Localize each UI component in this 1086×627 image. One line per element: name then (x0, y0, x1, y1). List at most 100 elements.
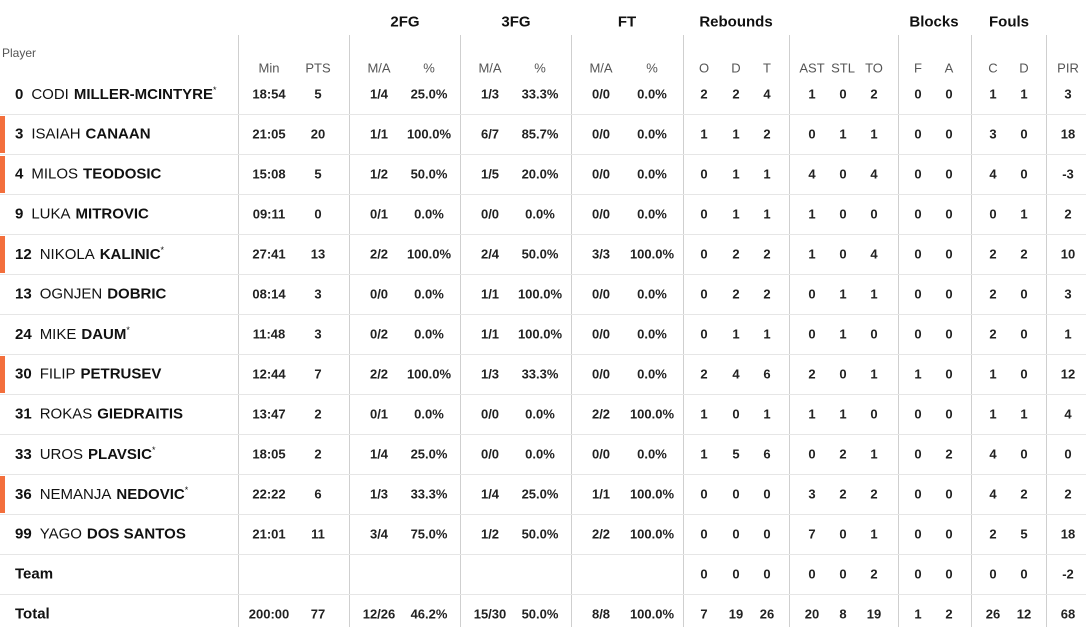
stat-cell: 6 (763, 446, 771, 462)
stat-cell: 1 (732, 166, 740, 182)
stat-cell: 8 (839, 606, 847, 622)
stat-cell: 5 (314, 166, 322, 182)
stat-cell: 1 (839, 406, 847, 422)
stat-cell: 0.0% (637, 166, 667, 182)
stat-cell: 2 (1064, 486, 1072, 502)
column-divider (571, 35, 572, 627)
stat-cell: 100.0% (406, 126, 452, 142)
group-header: FT (617, 13, 637, 31)
first-name: YAGO (39, 525, 82, 543)
stat-cell: 3 (1064, 86, 1072, 102)
stat-cell: 0 (700, 326, 708, 342)
stat-cell: 0.0% (637, 206, 667, 222)
stat-cell: 3 (808, 486, 816, 502)
column-header: O (698, 60, 710, 76)
stat-cell: 75.0% (410, 526, 448, 542)
player-name: 31 ROKAS GIEDRAITIS (15, 406, 183, 423)
row-highlight (0, 116, 5, 153)
stat-cell: 2 (839, 486, 847, 502)
stat-cell: 0 (914, 526, 922, 542)
stat-cell: 0.0% (637, 326, 667, 342)
stat-cell: 1 (989, 86, 997, 102)
stat-cell: 0 (763, 566, 771, 582)
column-header: TO (865, 60, 883, 76)
total-label: Total (15, 605, 50, 623)
stat-cell: 0 (700, 526, 708, 542)
stat-cell: 12:44 (252, 366, 286, 382)
stat-cell: 85.7% (521, 126, 559, 142)
stat-cell: 0 (870, 406, 878, 422)
stat-cell: 0.0% (525, 406, 555, 422)
stat-cell: 0.0% (414, 286, 444, 302)
stat-cell: 1 (732, 126, 740, 142)
stat-cell: 0 (839, 526, 847, 542)
column-divider (683, 35, 684, 627)
stat-cell: 0/0 (480, 406, 500, 422)
stat-cell: 1 (808, 246, 816, 262)
stat-cell: 0 (314, 206, 322, 222)
stat-cell: 0 (945, 566, 953, 582)
stat-cell: 0/1 (369, 206, 389, 222)
stat-cell: 0.0% (414, 406, 444, 422)
stat-cell: 2/2 (369, 366, 389, 382)
stat-cell: 2 (763, 286, 771, 302)
stat-cell: 50.0% (521, 606, 559, 622)
row-divider (0, 154, 1086, 155)
last-name: DOS SANTOS (86, 525, 186, 543)
stat-cell: 0 (989, 566, 997, 582)
stat-cell: 4 (1064, 406, 1072, 422)
stat-cell: 0 (732, 486, 740, 502)
stat-cell: 1 (839, 126, 847, 142)
stat-cell: 08:14 (252, 286, 286, 302)
stat-cell: 19 (866, 606, 882, 622)
stat-cell: 0.0% (637, 86, 667, 102)
stat-cell: 1 (732, 326, 740, 342)
last-name: DAUM (81, 326, 127, 343)
stat-cell: 2 (870, 486, 878, 502)
row-highlight (0, 156, 5, 193)
first-name: MILOS (31, 165, 79, 183)
column-header: % (423, 60, 435, 76)
column-divider (349, 35, 350, 627)
stat-cell: 1 (700, 126, 708, 142)
stat-cell: 0 (945, 166, 953, 182)
stat-cell: 0 (763, 526, 771, 542)
stat-cell: 1 (808, 86, 816, 102)
stat-cell: 100.0% (629, 246, 675, 262)
stat-cell: 1/2 (369, 166, 389, 182)
stat-cell: 1 (1064, 326, 1072, 342)
player-number: 0 (15, 86, 24, 103)
stat-cell: 0 (763, 486, 771, 502)
stat-cell: 2 (989, 246, 997, 262)
player-name: 30 FILIP PETRUSEV (15, 366, 161, 383)
stat-cell: 1/3 (480, 86, 500, 102)
stat-cell: 2 (763, 246, 771, 262)
stat-cell: 0 (1020, 286, 1028, 302)
stat-cell: 1 (839, 286, 847, 302)
player-name: 99 YAGO DOS SANTOS (15, 526, 186, 543)
stat-cell: 0/1 (369, 406, 389, 422)
stat-cell: 3 (314, 326, 322, 342)
column-divider (789, 35, 790, 627)
stat-cell: 0 (700, 166, 708, 182)
stat-cell: 7 (314, 366, 322, 382)
stat-cell: 0 (700, 286, 708, 302)
stat-cell: 4 (989, 166, 997, 182)
player-number: 13 (15, 285, 32, 303)
stat-cell: 1 (763, 406, 771, 422)
group-header: Fouls (989, 13, 1029, 31)
column-header: % (646, 60, 658, 76)
player-number: 99 (15, 525, 32, 543)
stat-cell: 0 (945, 326, 953, 342)
stat-cell: 3/3 (591, 246, 611, 262)
stat-cell: 5 (1020, 526, 1028, 542)
stat-cell: 0.0% (525, 206, 555, 222)
group-header: Rebounds (699, 13, 773, 31)
first-name: MIKE (39, 326, 77, 343)
stat-cell: 0.0% (637, 286, 667, 302)
column-header: PIR (1057, 60, 1079, 76)
stat-cell: 0 (1020, 566, 1028, 582)
stat-cell: 2 (945, 446, 953, 462)
group-header: 2FG (390, 13, 420, 31)
stat-cell: 4 (870, 166, 878, 182)
